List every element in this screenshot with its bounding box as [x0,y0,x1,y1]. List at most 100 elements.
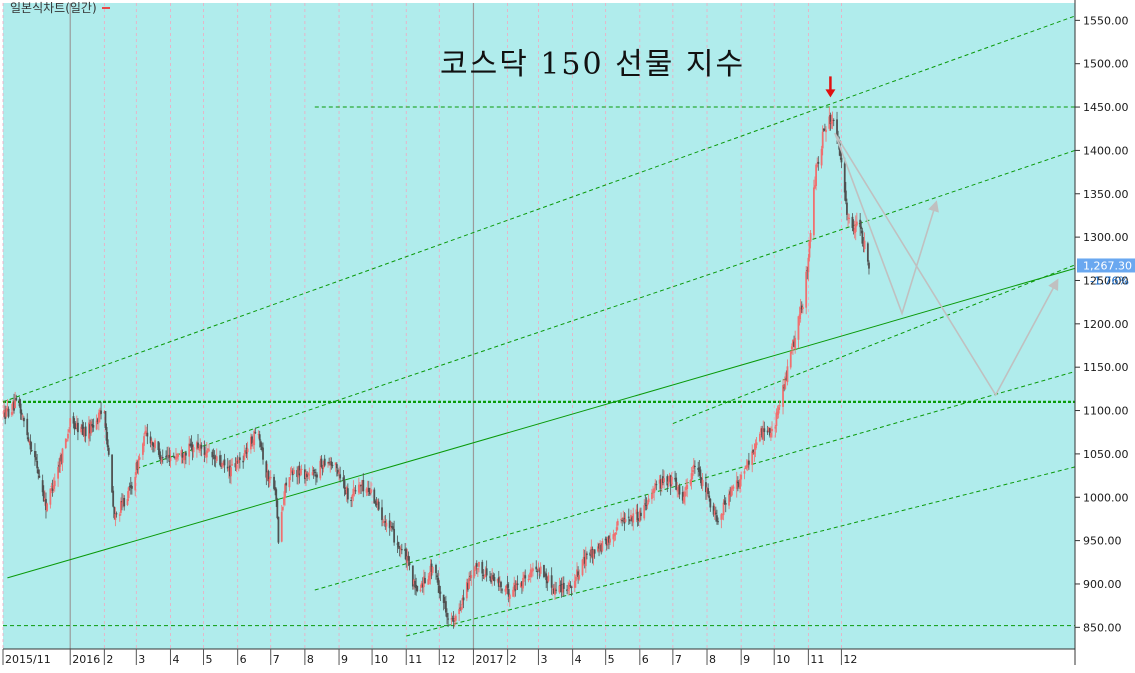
candle-body [89,424,91,434]
candle-body [566,589,568,592]
candle-body [844,190,847,202]
candle-body [462,597,465,601]
channel-lower [406,466,1076,637]
candle-body [584,553,587,567]
candle-body [328,461,331,464]
legend-label: 일본식차트(일간) [10,1,97,15]
candle-body [647,498,650,503]
candle-body [437,577,440,586]
candle-body [620,519,622,521]
candle-body [453,618,456,621]
candle-body [42,491,45,502]
candle-body [614,533,617,535]
candle-body [591,548,594,558]
candle-body [375,501,378,505]
candle-body [590,546,593,555]
candle-body [321,467,324,469]
candle-body [707,488,710,495]
y-tick-label: 1550.00 [1083,14,1129,27]
candle-body [154,440,156,449]
candle-body [234,463,237,468]
candle-body [389,526,392,528]
candle-body [244,450,247,453]
candle-body [782,385,784,407]
candle-body [246,448,249,453]
candle-body [183,452,186,461]
x-tick-label: 12 [441,653,455,666]
candle-body [723,500,726,505]
candle-body [645,505,648,507]
candle-body [474,565,477,570]
legend: 일본식차트(일간) [10,1,110,15]
candle-body [817,161,820,164]
candle-body [761,428,764,438]
candle-body [839,149,842,157]
candle-body [776,411,779,415]
candle-body [306,473,308,477]
candle-body [52,485,55,489]
candle-body [388,520,391,529]
candle-body [393,528,396,543]
scenario-layer [825,76,1059,397]
candle-body [801,307,804,309]
candle-body [329,463,332,466]
candle-body [805,271,808,308]
candle-body [816,164,819,167]
candle-body [745,465,748,468]
candle-body [223,459,226,466]
candle-body [443,601,446,603]
candle-body [678,486,681,495]
candle-body [519,583,522,588]
candle-body [613,533,616,537]
candle-body [261,446,263,451]
candle-body [259,441,262,447]
grid-layer [2,3,842,649]
candle-body [407,555,410,561]
candle-body [113,506,116,518]
candle-body [643,505,646,519]
candle-body [751,451,754,465]
candle-body [860,226,863,229]
candle-body [767,427,770,432]
candle-body [753,451,756,455]
candle-body [303,469,306,480]
candle-body [451,618,454,620]
candle-body [107,447,110,455]
candle-body [583,556,586,564]
candle-body [492,574,495,580]
candle-body [740,474,743,480]
candle-body [528,575,531,578]
candle-body [524,575,527,579]
x-tick-label: 9 [341,653,348,666]
candle-body [698,467,701,472]
y-tick-label: 1200.00 [1083,318,1129,331]
candle-body [532,568,534,572]
candle-body [262,447,264,460]
candle-body [545,573,548,581]
candle-body [189,443,192,447]
candle-body [789,351,792,368]
candle-body [685,486,687,490]
candle-body [578,575,581,580]
candle-body [30,449,33,451]
candle-body [391,526,393,528]
candle-body [354,490,357,492]
x-tick-label: 5 [206,653,213,666]
candle-body [18,399,21,407]
scenario-shallow [834,132,939,316]
candle-body [190,443,193,446]
candle-body [330,461,333,466]
candle-body [222,460,225,462]
candle-body [373,489,376,504]
candle-body [439,591,442,594]
candle-body [82,426,85,435]
candle-body [353,489,356,491]
candle-body [337,469,339,474]
candle-body [111,454,113,493]
candle-body [231,464,234,466]
candle-body [214,456,217,460]
legend-swatch [102,7,110,9]
candle-body [43,498,46,500]
candle-body [215,456,218,461]
peak-arrow-head [825,89,836,98]
